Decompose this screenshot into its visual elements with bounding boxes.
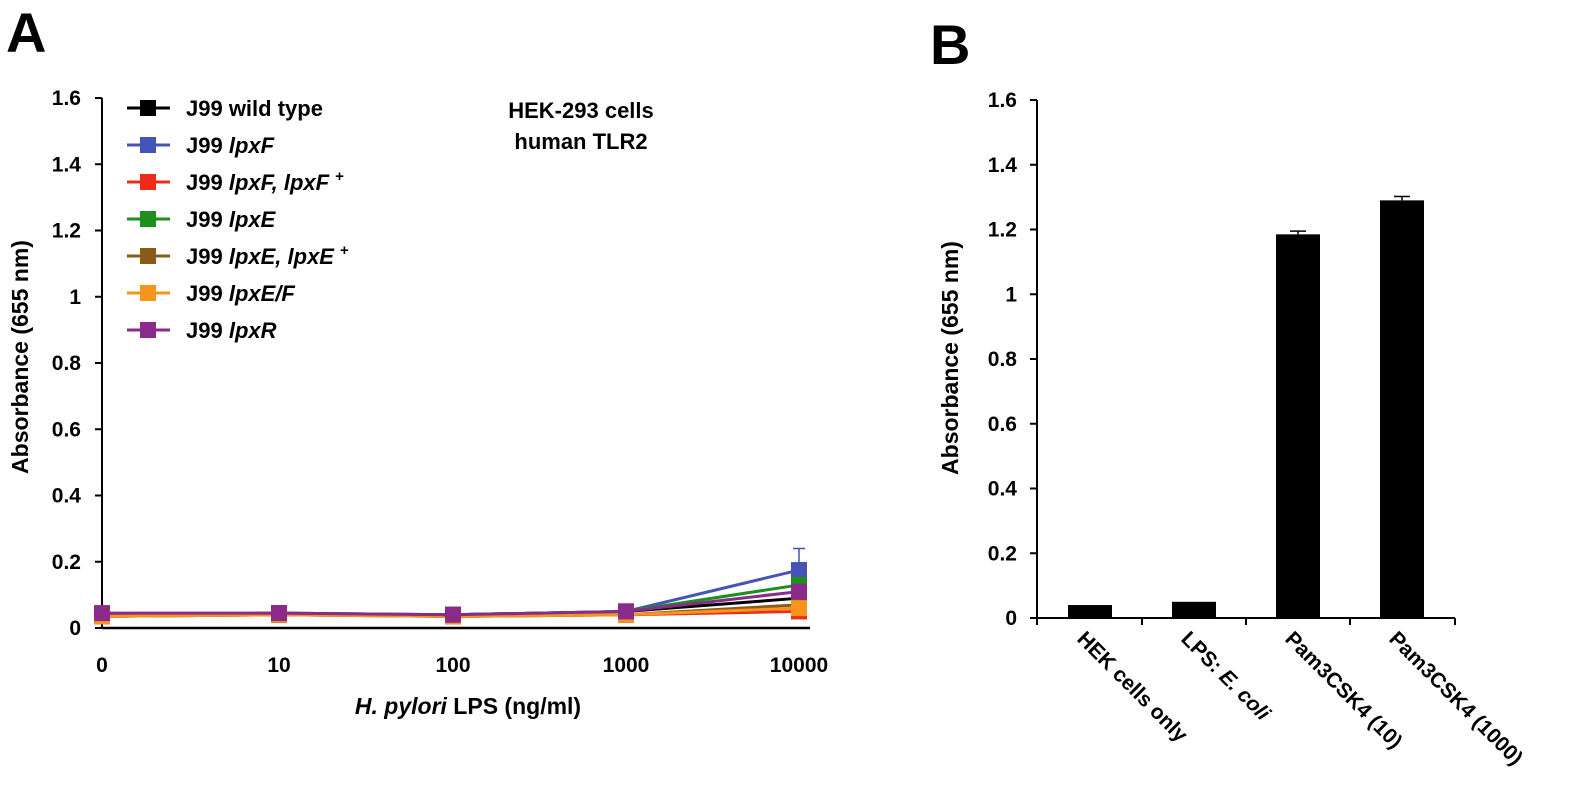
panel-a-y-tick-label: 0.8 — [52, 352, 82, 375]
panel-b-y-tick-label: 1 — [1005, 283, 1017, 306]
panel-a-legend-label: J99 lpxR — [186, 318, 277, 343]
panel-b-y-tick-label: 0.4 — [988, 478, 1018, 501]
panel-a-legend-marker — [140, 211, 156, 227]
panel-a-x-tick-label: 1000 — [603, 654, 650, 677]
panel-b-bar — [1276, 234, 1320, 618]
panel-a-legend-marker — [140, 137, 156, 153]
panel-b-category-label: HEK cells only — [1072, 627, 1192, 747]
panel-b-bar-chart: Absorbance (655 nm) 0 0.2 0.4 0.6 0.8 1 1.2 1.4… — [937, 89, 1527, 770]
panel-a-x-axis-label: H. pylori LPS (ng/ml) — [355, 693, 581, 719]
panel-label-b: B — [930, 13, 970, 76]
panel-a-data-point — [791, 600, 807, 617]
panel-a-line-chart: HEK-293 cells human TLR2 Absorbance (655… — [7, 87, 828, 719]
panel-a-y-tick-label: 1.2 — [52, 220, 81, 243]
panel-a-y-tick-label: 0.6 — [52, 418, 81, 441]
panel-a-legend-label: J99 lpxE, lpxE + — [186, 242, 349, 269]
panel-a-subtitle: human TLR2 — [514, 129, 647, 154]
panel-a-legend-label: J99 lpxE — [186, 207, 277, 232]
panel-a-legend-label: J99 lpxF, lpxF + — [186, 168, 344, 195]
panel-a-legend-marker — [140, 248, 156, 264]
panel-b-bar — [1380, 200, 1424, 619]
panel-b-category-label: Pam3CSK4 (1000) — [1384, 627, 1527, 770]
panel-b-y-tick-label: 1.6 — [988, 89, 1017, 112]
panel-a-title: HEK-293 cells — [508, 98, 654, 123]
panel-a-y-tick-label: 0.4 — [52, 485, 82, 508]
panel-b-y-tick-label: 1.4 — [988, 154, 1018, 177]
panel-b-bar — [1172, 601, 1216, 618]
panel-a-data-point — [791, 583, 807, 600]
panel-a-x-axis-label-rest: LPS (ng/ml) — [447, 693, 581, 719]
panel-a-legend-marker — [140, 322, 156, 338]
panel-a-x-tick-label: 10000 — [770, 654, 828, 677]
panel-a-y-tick-label: 1.6 — [52, 87, 81, 110]
panel-a-y-tick-label: 0.2 — [52, 551, 81, 574]
panel-a-legend-label: J99 wild type — [186, 96, 323, 121]
panel-a-data-point — [445, 606, 461, 623]
panel-a-data-point — [791, 562, 807, 579]
panel-b-y-tick-label: 0.6 — [988, 413, 1017, 436]
panel-a-data-point — [271, 605, 287, 622]
panel-a-data-point — [618, 603, 634, 620]
panel-b-y-axis-label: Absorbance (655 nm) — [937, 241, 963, 475]
panel-b-category-label: LPS: E. coli — [1176, 627, 1275, 726]
panel-b-bar — [1068, 605, 1112, 618]
panel-a-x-tick-label: 0 — [96, 654, 108, 677]
panel-a-legend-label: J99 lpxF — [186, 133, 275, 158]
panel-a-legend-marker — [140, 174, 156, 190]
panel-a-x-tick-label: 10 — [267, 654, 290, 677]
panel-a-y-tick-label: 1.4 — [52, 153, 82, 176]
panel-a-y-axis-label: Absorbance (655 nm) — [7, 240, 33, 474]
panel-a-data-point — [94, 605, 110, 622]
panel-a-x-tick-label: 100 — [435, 654, 470, 677]
panel-b-y-tick-label: 0 — [1005, 607, 1017, 630]
panel-a-legend-marker — [140, 285, 156, 301]
panel-a-legend-label: J99 lpxE/F — [186, 281, 295, 306]
panel-label-a: A — [6, 1, 46, 64]
panel-b-y-tick-label: 1.2 — [988, 219, 1017, 242]
panel-a-legend-marker — [140, 100, 156, 116]
panel-a-y-tick-label: 1 — [69, 286, 81, 309]
panel-b-y-tick-label: 0.8 — [988, 348, 1018, 371]
panel-a-y-tick-label: 0 — [69, 617, 81, 640]
panel-a-x-axis-label-italic: H. pylori — [355, 693, 448, 719]
panel-b-y-tick-label: 0.2 — [988, 542, 1017, 565]
